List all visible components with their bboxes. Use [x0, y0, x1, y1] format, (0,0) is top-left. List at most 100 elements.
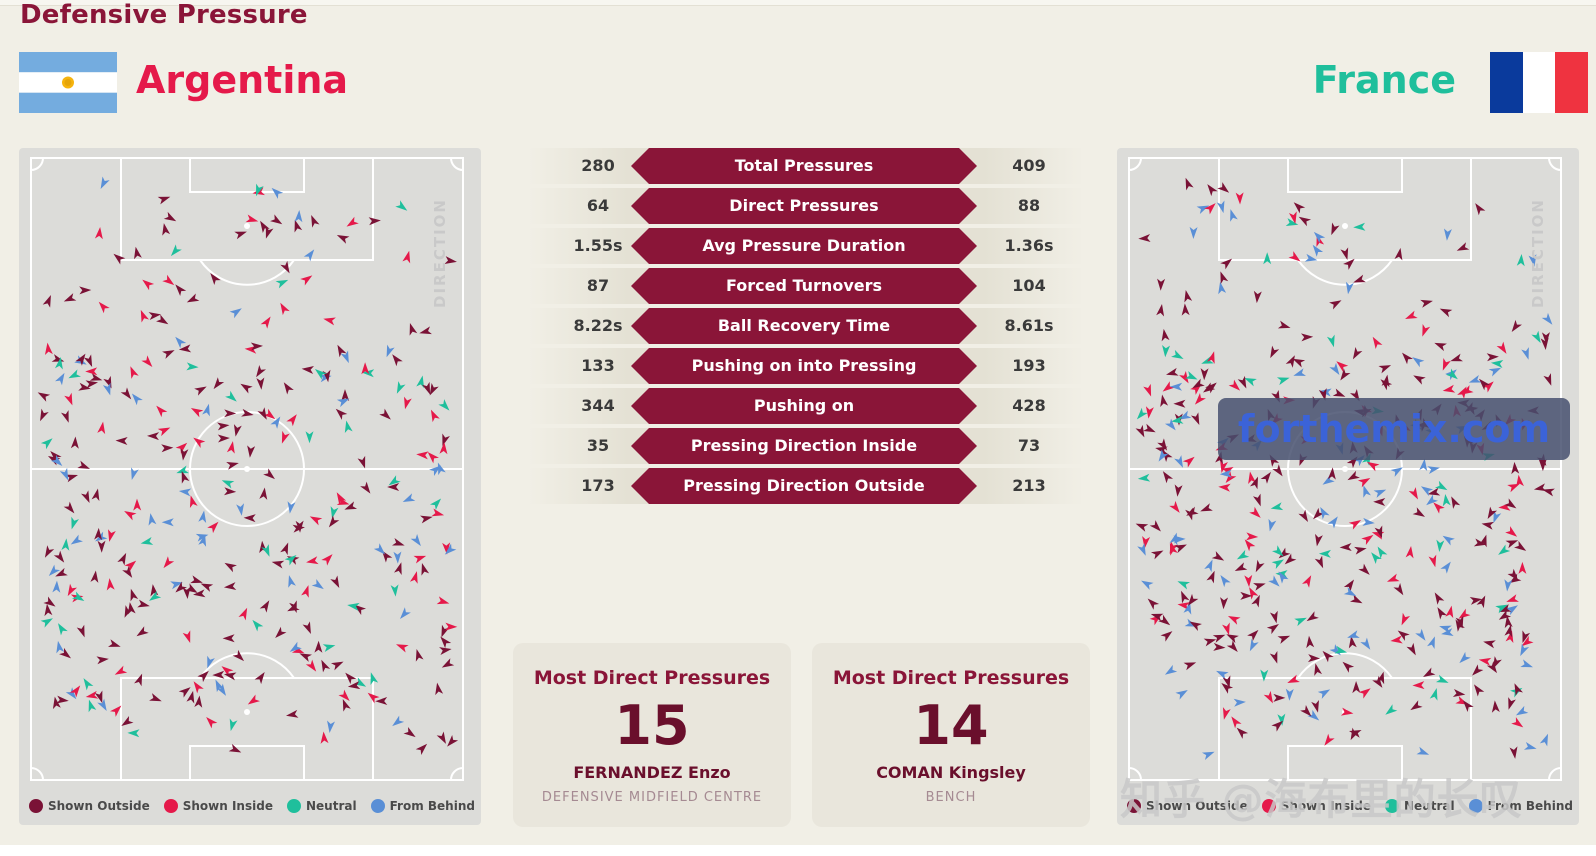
pressure-marker [1244, 539, 1256, 552]
pressure-marker [64, 392, 73, 406]
pressure-marker [1245, 532, 1259, 541]
pressure-marker [1150, 613, 1164, 622]
pressure-marker [1349, 594, 1363, 604]
pressure-marker [373, 543, 386, 555]
pressure-marker [1300, 333, 1314, 342]
pressure-marker [1488, 367, 1502, 377]
pressure-marker [422, 381, 431, 395]
pressure-marker [1343, 579, 1355, 592]
pressure-marker [1350, 727, 1360, 741]
stat-label: Ball Recovery Time [631, 308, 977, 344]
pressure-marker [1201, 751, 1215, 760]
pressure-marker [368, 217, 381, 226]
pressure-marker [241, 408, 254, 417]
legend-label: Shown Outside [1146, 799, 1248, 813]
legend-from-behind: From Behind [1468, 799, 1573, 813]
pressure-marker [131, 467, 139, 481]
pressure-marker [222, 634, 235, 643]
pressure-marker [1541, 332, 1550, 345]
pressure-marker [76, 624, 85, 638]
pressure-marker [157, 427, 171, 437]
pressure-marker [1363, 485, 1371, 498]
pressure-marker [181, 470, 190, 484]
pressure-marker [441, 658, 455, 668]
pressure-marker [213, 377, 225, 390]
pressure-marker [1514, 540, 1527, 551]
pressure-marker [1266, 623, 1279, 635]
pressure-marker [115, 436, 128, 445]
pressure-marker [133, 498, 142, 511]
pressure-marker [113, 253, 126, 265]
author-watermark: 知乎 @海布里的长叹 [1120, 775, 1523, 824]
pressure-marker [413, 555, 427, 564]
pressure-marker [1143, 423, 1156, 433]
card-player-position: DEFENSIVE MIDFIELD CENTRE [541, 790, 763, 805]
stat-row: 64 Direct Pressures 88 [528, 188, 1084, 224]
pressure-marker [1515, 705, 1529, 716]
pressure-marker [1247, 629, 1259, 642]
pressure-marker [1420, 486, 1434, 497]
pressure-marker [182, 586, 191, 599]
pressure-marker [1300, 705, 1312, 717]
pressure-marker [1372, 336, 1383, 350]
pressure-marker [94, 527, 103, 541]
pressure-marker [1162, 471, 1174, 484]
pressure-marker [1442, 384, 1456, 393]
pressure-marker [1298, 216, 1312, 227]
pressure-marker [1313, 507, 1325, 520]
pressure-marker [1408, 487, 1418, 500]
pressure-marker [1194, 393, 1206, 405]
pressure-marker [207, 521, 219, 534]
pressure-marker [1236, 549, 1250, 560]
pressure-marker [1422, 324, 1431, 337]
pressure-marker [77, 460, 90, 469]
pressure-marker [1504, 579, 1513, 592]
pressure-marker [1277, 713, 1286, 726]
away-stat-value: 1.36s [1004, 236, 1054, 255]
pressure-marker [1486, 661, 1498, 674]
pressure-marker [1178, 371, 1189, 384]
pressure-marker [1367, 461, 1380, 472]
stat-label: Pressing Direction Outside [631, 468, 977, 504]
pressure-marker [117, 552, 127, 566]
pressure-marker [271, 560, 285, 569]
legend-shown-outside: Shown Outside [1127, 799, 1248, 813]
pressure-marker [309, 516, 323, 526]
pressure-marker [200, 583, 214, 592]
pressure-marker [178, 687, 191, 698]
pressure-marker [221, 480, 235, 489]
pressure-marker [176, 465, 189, 474]
pressure-marker [1426, 494, 1439, 506]
pressure-marker [1322, 650, 1334, 663]
pressure-marker [1340, 707, 1354, 716]
pressure-marker [1429, 688, 1438, 701]
pressure-marker [50, 454, 63, 466]
pressure-marker [1235, 192, 1244, 205]
pressure-marker [345, 672, 357, 685]
pressure-marker [370, 672, 379, 685]
pressure-marker [1183, 601, 1192, 615]
pressure-marker [1166, 367, 1179, 376]
pressure-marker [1393, 583, 1404, 596]
pressure-marker [1200, 368, 1209, 381]
pressure-marker [54, 356, 63, 370]
legend-neutral: Neutral [1385, 799, 1455, 813]
pressure-marker [108, 529, 116, 542]
pressure-marker [224, 409, 237, 418]
pressure-marker [338, 689, 350, 702]
pressure-marker [400, 607, 411, 619]
stat-row: 87 Forced Turnovers 104 [528, 268, 1084, 304]
pressure-marker [1304, 253, 1318, 262]
pressure-marker [1230, 209, 1238, 222]
pressure-marker [403, 726, 416, 738]
pressure-marker [1201, 355, 1214, 364]
pressure-marker [402, 250, 411, 264]
pressure-marker [43, 596, 56, 607]
pressure-marker [1327, 467, 1336, 480]
pressure-marker [1189, 226, 1198, 239]
pressure-marker [217, 434, 230, 443]
pressure-marker [1452, 689, 1466, 697]
pressure-marker [1220, 271, 1229, 284]
pressure-marker [347, 681, 361, 690]
away-stat-value: 88 [1017, 196, 1041, 215]
